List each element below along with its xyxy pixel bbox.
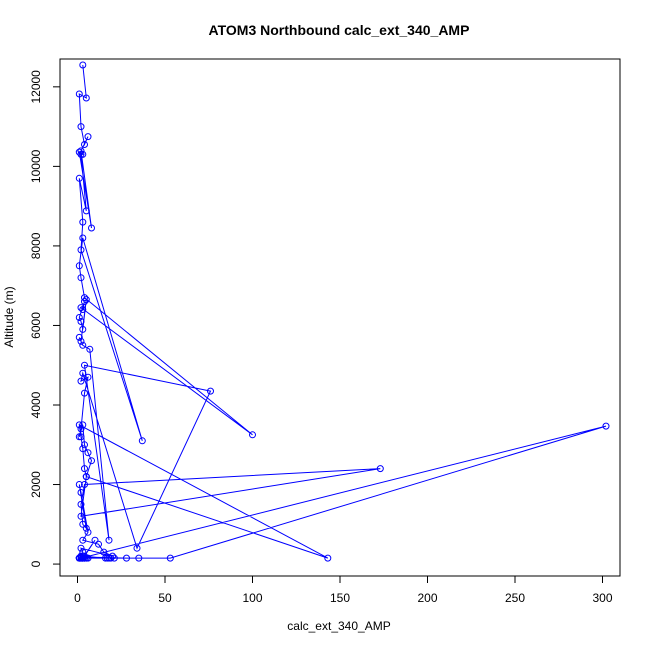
data-point (79, 536, 87, 544)
data-point (84, 449, 92, 457)
series-layer (75, 61, 610, 562)
y-tick-label: 2000 (29, 471, 43, 498)
data-point (79, 341, 87, 349)
x-tick-label: 0 (74, 591, 81, 605)
data-point (77, 544, 85, 552)
data-point (81, 481, 88, 488)
data-point (86, 345, 94, 353)
data-point (81, 361, 88, 369)
data-point (123, 554, 130, 562)
x-tick-label: 50 (158, 591, 172, 605)
data-point (81, 465, 88, 473)
data-point (249, 431, 256, 439)
data-point (138, 437, 146, 445)
data-point (84, 554, 92, 562)
data-point (82, 524, 90, 532)
data-point (79, 369, 87, 377)
y-tick-label: 6000 (29, 312, 43, 339)
data-point (81, 294, 88, 302)
data-point (107, 554, 115, 562)
data-point (79, 421, 87, 429)
data-point (77, 150, 85, 158)
data-point (84, 373, 92, 381)
data-point (81, 389, 88, 397)
data-point (81, 141, 88, 148)
data-point (77, 337, 85, 345)
data-point (81, 298, 88, 306)
data-point (77, 425, 85, 433)
data-point (82, 94, 90, 102)
data-point (95, 540, 102, 548)
data-point (77, 123, 85, 131)
x-tick-label: 250 (505, 591, 525, 605)
x-tick-label: 100 (242, 591, 262, 605)
data-point (77, 433, 85, 441)
data-point (105, 536, 113, 544)
data-point (77, 147, 85, 155)
data-point (324, 554, 332, 562)
y-tick-label: 0 (29, 560, 43, 567)
data-point (77, 512, 85, 520)
data-point (77, 489, 85, 496)
y-tick-label: 8000 (29, 232, 43, 259)
data-point (77, 377, 85, 385)
data-point (75, 314, 83, 321)
series-line (77, 64, 607, 559)
data-point (75, 90, 83, 98)
y-axis: 0 2000 4000 6000 8000 10000 12000 (29, 70, 61, 567)
x-axis: 0 50 100 150 200 250 300 (74, 575, 613, 605)
data-point (84, 528, 92, 536)
data-point (79, 445, 87, 453)
data-point (84, 133, 92, 141)
data-point (79, 61, 87, 69)
data-point (77, 318, 85, 325)
x-axis-label: calc_ext_340_AMP (287, 619, 390, 633)
y-tick-label: 4000 (29, 391, 43, 418)
x-tick-label: 300 (592, 591, 612, 605)
data-point (79, 306, 87, 313)
y-tick-label: 10000 (29, 149, 43, 183)
data-point (207, 387, 214, 395)
data-point (88, 224, 95, 232)
data-point (79, 325, 87, 333)
data-point (75, 174, 83, 182)
data-point (82, 296, 90, 304)
data-point (79, 520, 87, 528)
data-point (77, 304, 85, 312)
data-point (77, 246, 85, 254)
data-point (75, 421, 83, 429)
x-tick-label: 150 (330, 591, 350, 605)
x-tick-label: 200 (417, 591, 437, 605)
data-point (79, 218, 87, 226)
chart-title: ATOM3 Northbound calc_ext_340_AMP (209, 22, 470, 38)
data-point (79, 554, 87, 562)
data-point (602, 422, 610, 430)
data-point (75, 481, 83, 488)
data-point (102, 554, 109, 562)
data-point (75, 262, 83, 270)
data-point (75, 333, 83, 341)
data-point (133, 544, 141, 552)
data-point (166, 554, 174, 562)
data-point (110, 554, 118, 562)
data-point (77, 500, 85, 508)
data-point (79, 234, 87, 242)
data-point (82, 207, 90, 215)
data-point (376, 465, 384, 473)
data-point (135, 554, 143, 562)
y-axis-label: Altitude (m) (2, 286, 16, 347)
data-point (88, 457, 95, 465)
data-point (81, 441, 88, 449)
data-point (82, 473, 90, 481)
data-point (91, 536, 99, 544)
data-point (77, 274, 85, 282)
y-tick-label: 12000 (29, 70, 43, 104)
